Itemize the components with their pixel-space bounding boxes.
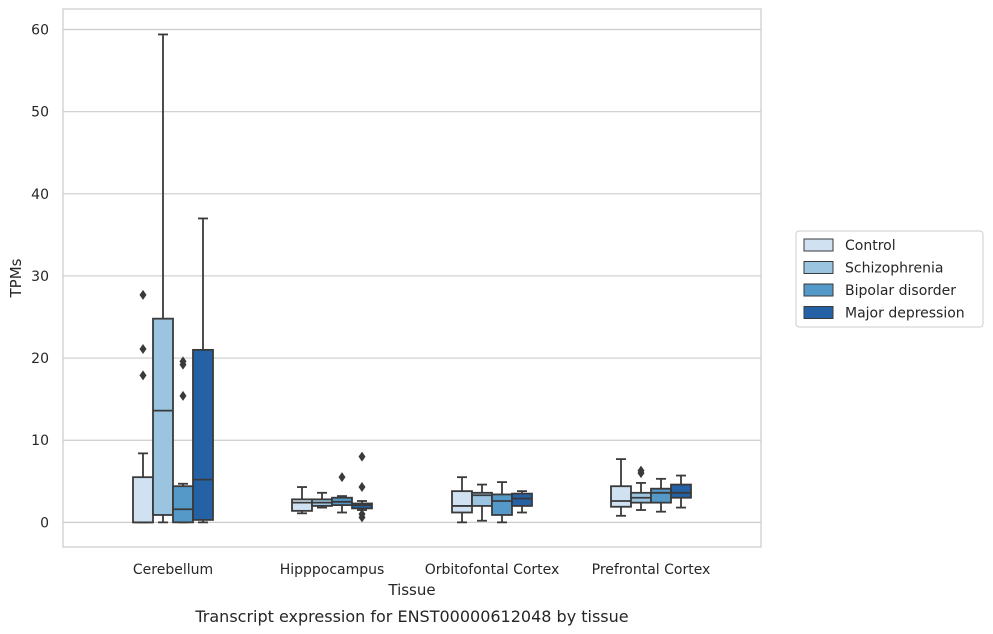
- legend-swatch: [803, 283, 834, 297]
- y-tick-label: 50: [31, 105, 49, 121]
- box-control-prefrontal-cortex: [610, 458, 632, 517]
- box-body: [670, 483, 692, 499]
- legend-swatch: [803, 261, 834, 274]
- box-series: [132, 33, 692, 524]
- box-control-cerebellum: [132, 289, 154, 524]
- box-body: [511, 492, 533, 507]
- y-tick-label: 30: [31, 269, 49, 285]
- box-body: [610, 485, 632, 508]
- legend-item: Major depression: [803, 306, 965, 322]
- plot-area-frame: [62, 8, 762, 548]
- box-schizophrenia-hipppocampus: [311, 491, 333, 509]
- legend-label: Major depression: [845, 306, 965, 322]
- box-body: [152, 317, 174, 516]
- legend-label: Control: [845, 238, 896, 254]
- legend-swatch: [803, 238, 834, 252]
- y-tick-label: 60: [31, 23, 49, 39]
- outlier-point: [179, 390, 187, 401]
- outlier-point: [139, 344, 147, 355]
- box-schizophrenia-prefrontal-cortex: [630, 465, 652, 511]
- x-tick-labels: Cerebellum Hipppocampus Orbitofontal Corte…: [133, 562, 710, 578]
- x-tick-label: Cerebellum: [133, 562, 213, 578]
- box-body: [132, 476, 154, 524]
- y-axis-title: TPMs: [7, 258, 25, 298]
- legend-label: Bipolar disorder: [845, 283, 956, 299]
- grid-lines: [63, 28, 761, 523]
- x-tick-label: Hipppocampus: [280, 562, 385, 578]
- outlier-point: [358, 482, 366, 493]
- legend-frame: [795, 230, 984, 328]
- box-bipolar-disorder-orbitofontal-cortex: [491, 481, 513, 524]
- legend-item: Control: [803, 238, 896, 254]
- y-tick-label: 40: [31, 187, 49, 203]
- box-body: [291, 498, 313, 512]
- box-body: [192, 348, 214, 521]
- outlier-point: [358, 451, 366, 462]
- y-tick-label: 0: [40, 515, 49, 531]
- box-control-orbitofontal-cortex: [451, 476, 473, 524]
- box-major-depression-orbitofontal-cortex: [511, 490, 533, 514]
- box-body: [650, 487, 672, 504]
- legend-label: Schizophrenia: [845, 261, 943, 277]
- box-body: [451, 490, 473, 514]
- box-schizophrenia-orbitofontal-cortex: [471, 483, 493, 522]
- outlier-point: [179, 356, 187, 367]
- box-body: [491, 493, 513, 516]
- box-body: [172, 485, 194, 524]
- outlier-point: [139, 370, 147, 381]
- box-major-depression-prefrontal-cortex: [670, 474, 692, 509]
- box-bipolar-disorder-prefrontal-cortex: [650, 477, 672, 513]
- y-tick-label: 20: [31, 351, 49, 367]
- x-axis-title: Tissue: [387, 581, 435, 599]
- box-control-hipppocampus: [291, 486, 313, 515]
- outlier-point: [338, 472, 346, 483]
- box-major-depression-cerebellum: [192, 217, 214, 524]
- figure-caption: Transcript expression for ENST0000061204…: [194, 607, 628, 626]
- y-tick-labels: 0 10 20 30 40 50 60: [31, 23, 49, 532]
- box-bipolar-disorder-cerebellum: [172, 356, 194, 524]
- legend-item: Schizophrenia: [803, 261, 943, 277]
- legend-swatch: [803, 306, 834, 319]
- x-tick-label: Prefrontal Cortex: [592, 562, 711, 578]
- box-bipolar-disorder-hipppocampus: [331, 472, 353, 514]
- box-major-depression-hipppocampus: [351, 451, 373, 523]
- outlier-point: [358, 509, 366, 520]
- y-tick-label: 10: [31, 433, 49, 449]
- outlier-point: [139, 289, 147, 300]
- legend: Control Schizophrenia Bipolar disorder Majo…: [795, 230, 984, 328]
- x-tick-label: Orbitofontal Cortex: [425, 562, 560, 578]
- outlier-point: [637, 465, 645, 476]
- box-schizophrenia-cerebellum: [152, 33, 174, 524]
- legend-item: Bipolar disorder: [803, 283, 956, 299]
